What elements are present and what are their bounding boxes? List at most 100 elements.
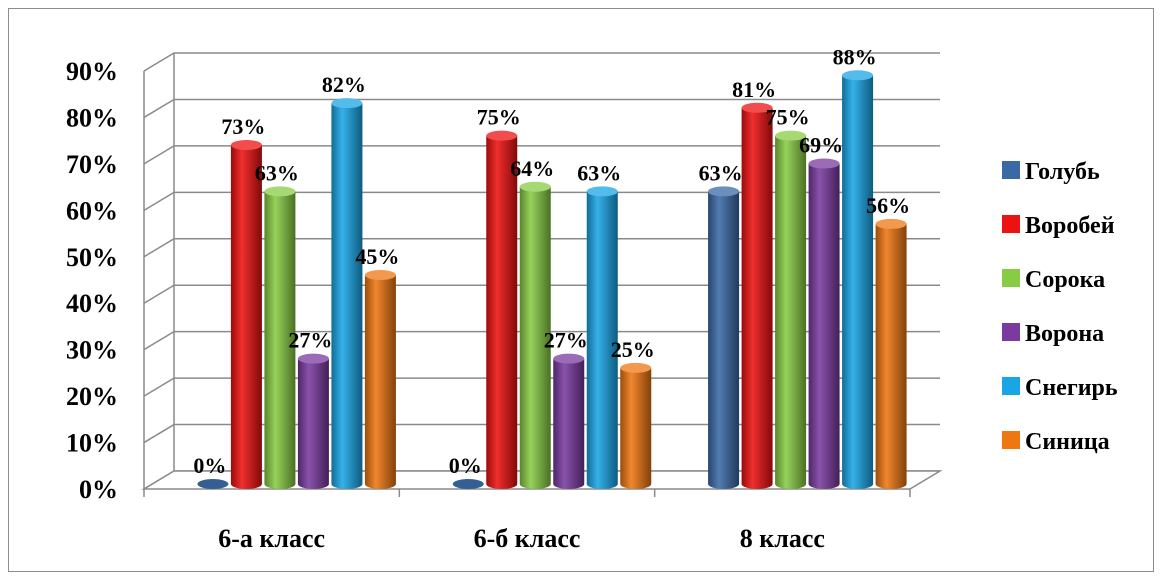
x-category-label: 6-б класс [474,524,581,553]
bar-top [620,362,652,373]
y-tick-label: 70% [66,150,118,179]
bar [553,353,585,489]
bar-body [331,103,363,490]
legend-label: Голубь [1025,159,1100,185]
bar [264,186,296,489]
bar-body [364,275,396,489]
bar [452,479,484,489]
bar-top [519,181,551,192]
data-label: 63% [577,160,621,185]
data-label: 82% [322,72,366,97]
bar-top [708,186,740,197]
bar-top [875,218,907,229]
y-tick-label: 90% [66,57,118,86]
data-label: 73% [221,114,265,139]
legend-label: Синица [1025,429,1110,455]
legend: Голубь Воробей Сорока Ворона Снегирь Синица [1002,159,1118,455]
bar [808,158,840,490]
bar [620,362,652,489]
y-tick-label: 30% [66,336,118,365]
y-tick-label: 80% [66,103,118,132]
legend-swatch [1002,161,1020,179]
bar-top [553,353,585,364]
bar-body [875,223,907,489]
data-label: 45% [355,244,399,269]
data-label: 0% [193,453,226,478]
data-label: 64% [510,156,554,181]
data-label: 27% [544,328,588,353]
bar-body [620,367,652,489]
bar [741,102,773,490]
bar-body [519,186,551,489]
bar-top [297,353,329,364]
data-label: 75% [766,105,810,130]
bar [875,218,907,489]
bar [364,270,396,489]
bar [197,479,229,489]
bar-body [741,107,773,490]
bar-body [808,163,840,490]
data-label: 25% [611,337,655,362]
bar-top [486,130,518,141]
bar [775,130,807,489]
data-labels: 0% 73% 63% 27% 82% 45% 0% 75% 64% 27% 63% 25% 63% 81%… [193,44,910,478]
bar-body [486,135,518,489]
legend-swatch [1002,323,1020,341]
bar [230,139,262,489]
y-tick-label: 60% [66,196,118,225]
y-tick-label: 20% [66,382,118,411]
bar [486,130,518,489]
gridline [143,52,940,72]
bar-body [586,191,618,489]
bar [586,186,618,489]
legend-label: Ворона [1025,321,1104,347]
bar-top [842,70,874,81]
y-tick-label: 40% [66,289,118,318]
y-tick-label: 0% [79,475,118,504]
legend-swatch [1002,215,1020,233]
bars [197,70,907,490]
legend-swatch [1002,431,1020,449]
data-label: 56% [866,193,910,218]
bar [331,98,363,490]
legend-label: Воробей [1025,213,1115,239]
legend-item: Синица [1002,429,1110,455]
data-label: 88% [833,44,877,69]
legend-label: Сорока [1025,267,1105,293]
legend-item: Воробей [1002,213,1115,239]
data-label: 75% [477,105,521,130]
bar [519,181,551,489]
bar-body [842,75,874,490]
y-tick-label: 10% [66,429,118,458]
x-category-label: 8 класс [740,524,825,553]
bar-top [230,139,262,150]
bar-body [708,191,740,489]
bar-top [331,98,363,109]
data-label: 81% [732,77,776,102]
bar [708,186,740,489]
bar [842,70,874,490]
y-tick-label: 50% [66,243,118,272]
data-label: 27% [288,328,332,353]
bar-top [264,186,296,197]
data-label: 63% [699,160,743,185]
bar [297,353,329,489]
bar-body [230,144,262,489]
bar-top [197,479,229,489]
legend-item: Снегирь [1002,375,1118,401]
bar-top [808,158,840,169]
bar-body [264,191,296,489]
legend-item: Ворона [1002,321,1104,347]
bar-body [553,358,585,489]
legend-swatch [1002,269,1020,287]
bar-top [741,102,773,113]
legend-item: Голубь [1002,159,1100,185]
data-label: 69% [799,133,843,158]
legend-item: Сорока [1002,267,1105,293]
data-label: 0% [449,453,482,478]
bar-top [586,186,618,197]
bar-top [452,479,484,489]
legend-swatch [1002,377,1020,395]
bar-top [775,130,807,141]
